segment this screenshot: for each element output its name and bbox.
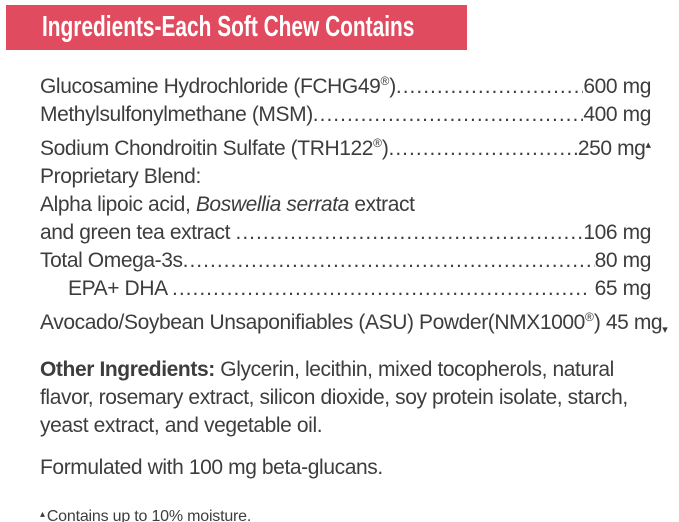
dot-leader bbox=[396, 73, 583, 101]
ingredient-amount: 80 mg bbox=[594, 249, 652, 272]
ingredient-name: Alpha lipoic acid, Boswellia serrata ext… bbox=[40, 191, 415, 219]
up-triangle-marker: ▴ bbox=[40, 509, 45, 520]
ingredients-list: Glucosamine Hydrochloride (FCHG49®)600 m… bbox=[40, 67, 668, 344]
other-ingredients-paragraph: Other Ingredients: Glycerin, lecithin, m… bbox=[40, 356, 651, 440]
dot-leader bbox=[389, 135, 578, 163]
ingredients-header-banner: Ingredients-Each Soft Chew Contains bbox=[6, 5, 467, 50]
ingredient-amount: 400 mg bbox=[583, 103, 651, 126]
ingredient-name: Glucosamine Hydrochloride (FCHG49®) bbox=[40, 67, 396, 101]
ingredient-name: Sodium Chondroitin Sulfate (TRH122®) bbox=[40, 129, 389, 163]
ingredient-name-part: Sodium Chondroitin Sulfate (TRH122 bbox=[40, 137, 374, 160]
ingredient-name-part: Glucosamine Hydrochloride (FCHG49 bbox=[40, 75, 381, 98]
registered-trademark-symbol: ® bbox=[380, 74, 390, 88]
ingredient-name: Methylsulfonylmethane (MSM) bbox=[40, 101, 313, 129]
ingredient-name: Total Omega-3s bbox=[40, 247, 183, 275]
dot-leader bbox=[172, 275, 589, 303]
other-ingredients-label: Other Ingredients: bbox=[40, 358, 215, 381]
ingredient-name-part: ) bbox=[381, 137, 389, 160]
ingredient-row: Alpha lipoic acid, Boswellia serrata ext… bbox=[40, 191, 651, 219]
dot-leader bbox=[183, 247, 595, 275]
dot-leader bbox=[313, 101, 584, 129]
ingredient-row: Glucosamine Hydrochloride (FCHG49®) 600 m… bbox=[40, 67, 651, 101]
registered-trademark-symbol: ® bbox=[373, 136, 382, 150]
formulated-note: Formulated with 100 mg beta-glucans. bbox=[40, 456, 383, 479]
ingredient-name: EPA+ DHA bbox=[68, 275, 172, 303]
ingredient-amount: 65 mg bbox=[589, 277, 652, 300]
label-content: Glucosamine Hydrochloride (FCHG49®)600 m… bbox=[0, 67, 679, 522]
ingredient-amount: 106 mg bbox=[583, 221, 651, 244]
registered-trademark-symbol: ® bbox=[584, 310, 594, 324]
ingredient-name-part: Alpha lipoic acid, bbox=[40, 193, 196, 216]
ingredients-header-title: Ingredients-Each Soft Chew Contains bbox=[42, 11, 415, 43]
ingredient-row: and green tea extract 106 mg bbox=[40, 219, 651, 247]
ingredient-name-part: ) bbox=[593, 311, 606, 334]
ingredient-name-part: extract bbox=[348, 193, 415, 216]
other-ingredients-text: Glycerin, lecithin, mixed tocopherols, n… bbox=[40, 358, 628, 437]
ingredient-name-part: Total Omega-3s bbox=[40, 249, 183, 272]
ingredient-name: Avocado/Soybean Unsaponifiables (ASU) Po… bbox=[40, 303, 606, 337]
ingredient-amount: 600 mg bbox=[583, 75, 651, 98]
ingredient-amount: 250 mg▴ bbox=[577, 137, 651, 160]
ingredient-name-part: ) bbox=[389, 75, 396, 98]
ingredient-name-part: Boswellia serrata bbox=[195, 193, 350, 216]
footnotes: ▴Contains up to 10% moisture.▾Standardiz… bbox=[40, 502, 651, 522]
ingredient-amount: 45 mg▾ bbox=[605, 311, 668, 336]
ingredient-name-part: Avocado/Soybean Unsaponifiables (ASU) Po… bbox=[40, 311, 585, 334]
ingredient-row: Proprietary Blend: bbox=[40, 163, 651, 191]
ingredient-row: EPA+ DHA 65 mg bbox=[40, 275, 651, 303]
ingredient-row: Total Omega-3s 80 mg bbox=[40, 247, 651, 275]
dot-leader bbox=[236, 219, 584, 247]
down-triangle-marker: ▾ bbox=[662, 324, 668, 336]
ingredient-name: and green tea extract bbox=[40, 219, 236, 247]
ingredient-row: Methylsulfonylmethane (MSM) 400 mg bbox=[40, 101, 651, 129]
footnote: ▴ Contains up to 10% moisture. bbox=[40, 502, 651, 522]
ingredient-row: Sodium Chondroitin Sulfate (TRH122®) 250 … bbox=[40, 129, 651, 163]
ingredient-row: Avocado/Soybean Unsaponifiables (ASU) Po… bbox=[40, 303, 668, 344]
ingredient-name-part: and green tea extract bbox=[40, 221, 236, 244]
ingredient-name: Proprietary Blend: bbox=[40, 163, 201, 191]
ingredient-name-part: Methylsulfonylmethane (MSM) bbox=[40, 103, 313, 126]
up-triangle-marker: ▴ bbox=[645, 139, 651, 151]
ingredient-name-part: Proprietary Blend: bbox=[40, 165, 201, 188]
ingredient-name-part: EPA+ DHA bbox=[68, 277, 172, 300]
footnote-text: Contains up to 10% moisture. bbox=[46, 508, 252, 522]
